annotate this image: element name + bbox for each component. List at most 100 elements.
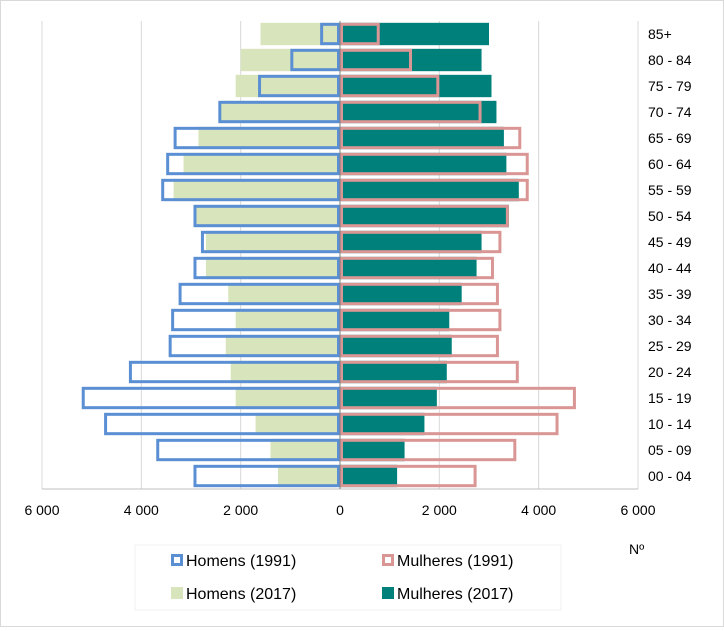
age-label-15: 75 - 79 — [648, 78, 692, 94]
bar-mulheres-2017-10 — [340, 204, 509, 228]
age-label-8: 40 - 44 — [648, 260, 692, 276]
age-label-4: 20 - 24 — [648, 364, 692, 380]
age-label-3: 15 - 19 — [648, 390, 692, 406]
x-tick-labels: 6 000 4 000 2 000 0 2 000 4 000 6 000 — [24, 502, 655, 518]
bar-homens-2017-16 — [240, 48, 340, 72]
bar-homens-1991-7 — [178, 282, 340, 306]
bar-mulheres-1991-15 — [340, 74, 440, 98]
age-label-5: 25 - 29 — [648, 338, 692, 354]
bar-mulheres-1991-3 — [340, 386, 576, 410]
legend-swatch-homens-2017 — [171, 587, 183, 599]
legend-swatch-homens-1991 — [171, 554, 183, 566]
legend-label-mulheres-2017: Mulheres (2017) — [397, 586, 514, 603]
bar-homens-2017-1 — [270, 438, 340, 462]
bar-mulheres-2017-14 — [340, 100, 497, 124]
bar-mulheres-2017-12 — [340, 152, 507, 176]
age-label-12: 60 - 64 — [648, 156, 692, 172]
bar-mulheres-2017-13 — [340, 126, 504, 150]
bar-homens-1991-13 — [173, 126, 340, 150]
legend-label-homens-1991: Homens (1991) — [186, 553, 296, 570]
bar-mulheres-2017-1 — [340, 438, 405, 462]
bar-mulheres-1991-1 — [340, 438, 517, 462]
bar-homens-2017-15 — [235, 74, 340, 98]
legend: Homens (1991) Mulheres (1991) Homens (2017… — [134, 544, 562, 611]
bar-mulheres-1991-16 — [340, 48, 413, 72]
bar-mulheres-2017-9 — [340, 230, 482, 254]
bar-homens-2017-0 — [277, 464, 340, 488]
bar-mulheres-1991-5 — [340, 334, 499, 358]
bar-homens-2017-14 — [220, 100, 340, 124]
bar-homens-2017-10 — [193, 204, 340, 228]
bar-homens-1991-10 — [193, 204, 340, 228]
bar-mulheres-2017-15 — [340, 74, 492, 98]
bar-mulheres-1991-4 — [340, 360, 519, 384]
bar-homens-1991-2 — [104, 412, 341, 436]
x-axis-label: Nº — [629, 541, 644, 557]
bar-homens-1991-3 — [81, 386, 340, 410]
bar-mulheres-2017-17 — [340, 22, 489, 46]
bar-homens-2017-12 — [183, 152, 340, 176]
bar-mulheres-2017-3 — [340, 386, 437, 410]
bar-homens-1991-9 — [200, 230, 340, 254]
bar-mulheres-1991-12 — [340, 152, 529, 176]
age-label-13: 65 - 69 — [648, 130, 692, 146]
x-tick-label-6: 6 000 — [620, 502, 655, 518]
bar-mulheres-1991-6 — [340, 308, 502, 332]
bar-homens-2017-13 — [198, 126, 340, 150]
bar-homens-2017-9 — [205, 230, 340, 254]
bar-mulheres-1991-14 — [340, 100, 482, 124]
x-tick-label-3: 0 — [336, 502, 344, 518]
bar-homens-2017-11 — [173, 178, 340, 202]
bar-mulheres-1991-13 — [340, 126, 522, 150]
bar-mulheres-1991-11 — [340, 178, 529, 202]
bar-homens-1991-12 — [166, 152, 340, 176]
bar-homens-1991-0 — [193, 464, 340, 488]
legend-swatch-mulheres-1991 — [382, 554, 394, 566]
age-label-9: 45 - 49 — [648, 234, 692, 250]
age-group-labels: 00 - 04 05 - 09 10 - 14 15 - 19 20 - 24 25 - … — [648, 26, 692, 484]
age-label-17: 85+ — [648, 26, 672, 42]
age-label-14: 70 - 74 — [648, 104, 692, 120]
bar-homens-2017-8 — [205, 256, 340, 280]
age-label-2: 10 - 14 — [648, 416, 692, 432]
bar-homens-1991-8 — [193, 256, 340, 280]
bar-mulheres-1991-10 — [340, 204, 509, 228]
bar-mulheres-1991-17 — [340, 22, 380, 46]
bar-mulheres-1991-7 — [340, 282, 499, 306]
age-label-1: 05 - 09 — [648, 442, 692, 458]
legend-swatch-mulheres-2017 — [382, 587, 394, 599]
x-tick-label-1: 4 000 — [124, 502, 159, 518]
bar-homens-2017-5 — [225, 334, 340, 358]
bar-homens-1991-11 — [161, 178, 340, 202]
bar-homens-1991-16 — [290, 48, 341, 72]
x-tick-label-2: 2 000 — [223, 502, 258, 518]
bar-mulheres-1991-2 — [340, 412, 559, 436]
bar-mulheres-2017-6 — [340, 308, 450, 332]
bar-homens-1991-6 — [171, 308, 340, 332]
bar-mulheres-2017-8 — [340, 256, 477, 280]
bar-homens-2017-4 — [230, 360, 340, 384]
bar-homens-1991-17 — [320, 22, 340, 46]
bar-homens-1991-15 — [258, 74, 340, 98]
bar-homens-1991-14 — [218, 100, 340, 124]
age-label-6: 30 - 34 — [648, 312, 692, 328]
bar-mulheres-2017-11 — [340, 178, 519, 202]
bar-mulheres-2017-7 — [340, 282, 462, 306]
bar-mulheres-2017-4 — [340, 360, 447, 384]
bar-mulheres-2017-5 — [340, 334, 452, 358]
bar-mulheres-1991-9 — [340, 230, 502, 254]
age-label-10: 50 - 54 — [648, 208, 692, 224]
bar-homens-1991-1 — [156, 438, 340, 462]
bar-homens-2017-17 — [260, 22, 340, 46]
bar-mulheres-2017-0 — [340, 464, 398, 488]
bar-homens-2017-2 — [255, 412, 340, 436]
bar-homens-2017-6 — [235, 308, 340, 332]
age-label-11: 55 - 59 — [648, 182, 692, 198]
bars — [81, 22, 576, 488]
bar-mulheres-1991-0 — [340, 464, 477, 488]
age-label-16: 80 - 84 — [648, 52, 692, 68]
x-tick-label-5: 4 000 — [521, 502, 556, 518]
legend-label-homens-2017: Homens (2017) — [186, 586, 296, 603]
